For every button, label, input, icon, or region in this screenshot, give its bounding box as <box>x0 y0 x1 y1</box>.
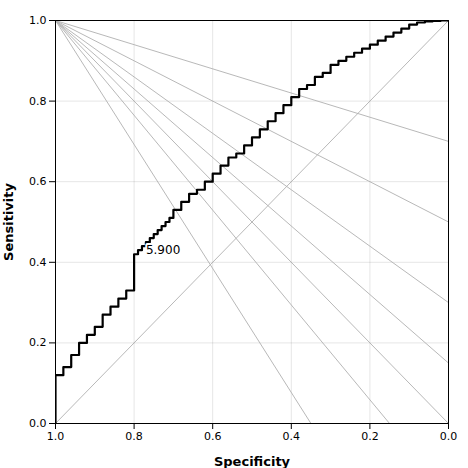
svg-text:Specificity: Specificity <box>214 454 291 468</box>
svg-text:Sensitivity: Sensitivity <box>1 183 16 261</box>
svg-text:5.900: 5.900 <box>146 243 180 257</box>
svg-text:0.8: 0.8 <box>125 430 143 443</box>
svg-text:0.4: 0.4 <box>283 430 301 443</box>
svg-text:0.8: 0.8 <box>29 95 47 108</box>
svg-text:0.0: 0.0 <box>440 430 458 443</box>
svg-text:0.0: 0.0 <box>29 417 47 430</box>
svg-text:0.2: 0.2 <box>29 336 47 349</box>
svg-text:0.6: 0.6 <box>29 175 47 188</box>
svg-text:1.0: 1.0 <box>29 14 47 27</box>
svg-text:0.6: 0.6 <box>204 430 222 443</box>
svg-text:0.2: 0.2 <box>361 430 379 443</box>
svg-text:1.0: 1.0 <box>47 430 65 443</box>
svg-text:0.4: 0.4 <box>29 256 47 269</box>
